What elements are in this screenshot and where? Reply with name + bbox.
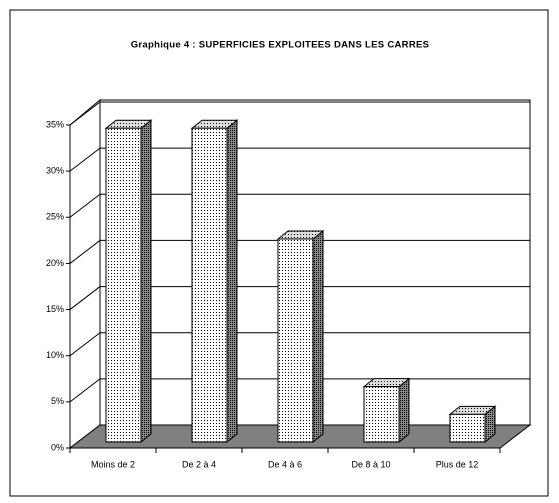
y-tick-label: 5% — [51, 396, 64, 406]
y-tick-label: 15% — [46, 304, 64, 314]
grid-line — [69, 147, 101, 172]
x-tick-label: De 2 à 4 — [182, 459, 216, 469]
bar — [363, 386, 400, 443]
bar — [191, 127, 228, 443]
y-tick-label: 10% — [46, 350, 64, 360]
x-tick-label: Plus de 12 — [436, 459, 479, 469]
y-tick-label: 25% — [46, 212, 64, 222]
grid-line — [69, 332, 101, 357]
y-tick-label: 35% — [46, 119, 64, 129]
bar — [277, 238, 314, 443]
y-tick-label: 20% — [46, 258, 64, 268]
bar — [449, 413, 486, 443]
x-tick-label: Moins de 2 — [91, 459, 135, 469]
grid-line — [69, 240, 101, 264]
bar — [105, 127, 142, 443]
grid-line — [69, 101, 101, 126]
bar-side — [140, 119, 152, 444]
x-tick-label: De 4 à 6 — [268, 459, 302, 469]
bar-side — [226, 119, 238, 444]
y-tick-label: 30% — [46, 166, 64, 176]
bar-side — [312, 229, 324, 444]
x-tick-label: De 8 à 10 — [351, 459, 390, 469]
grid-line — [69, 378, 101, 403]
chart-title: Graphique 4 : SUPERFICIES EXPLOITEES DAN… — [131, 40, 430, 51]
grid-line — [69, 193, 101, 218]
bar-side — [398, 377, 410, 444]
y-tick-label: 0% — [51, 442, 64, 452]
grid-line — [69, 286, 101, 310]
